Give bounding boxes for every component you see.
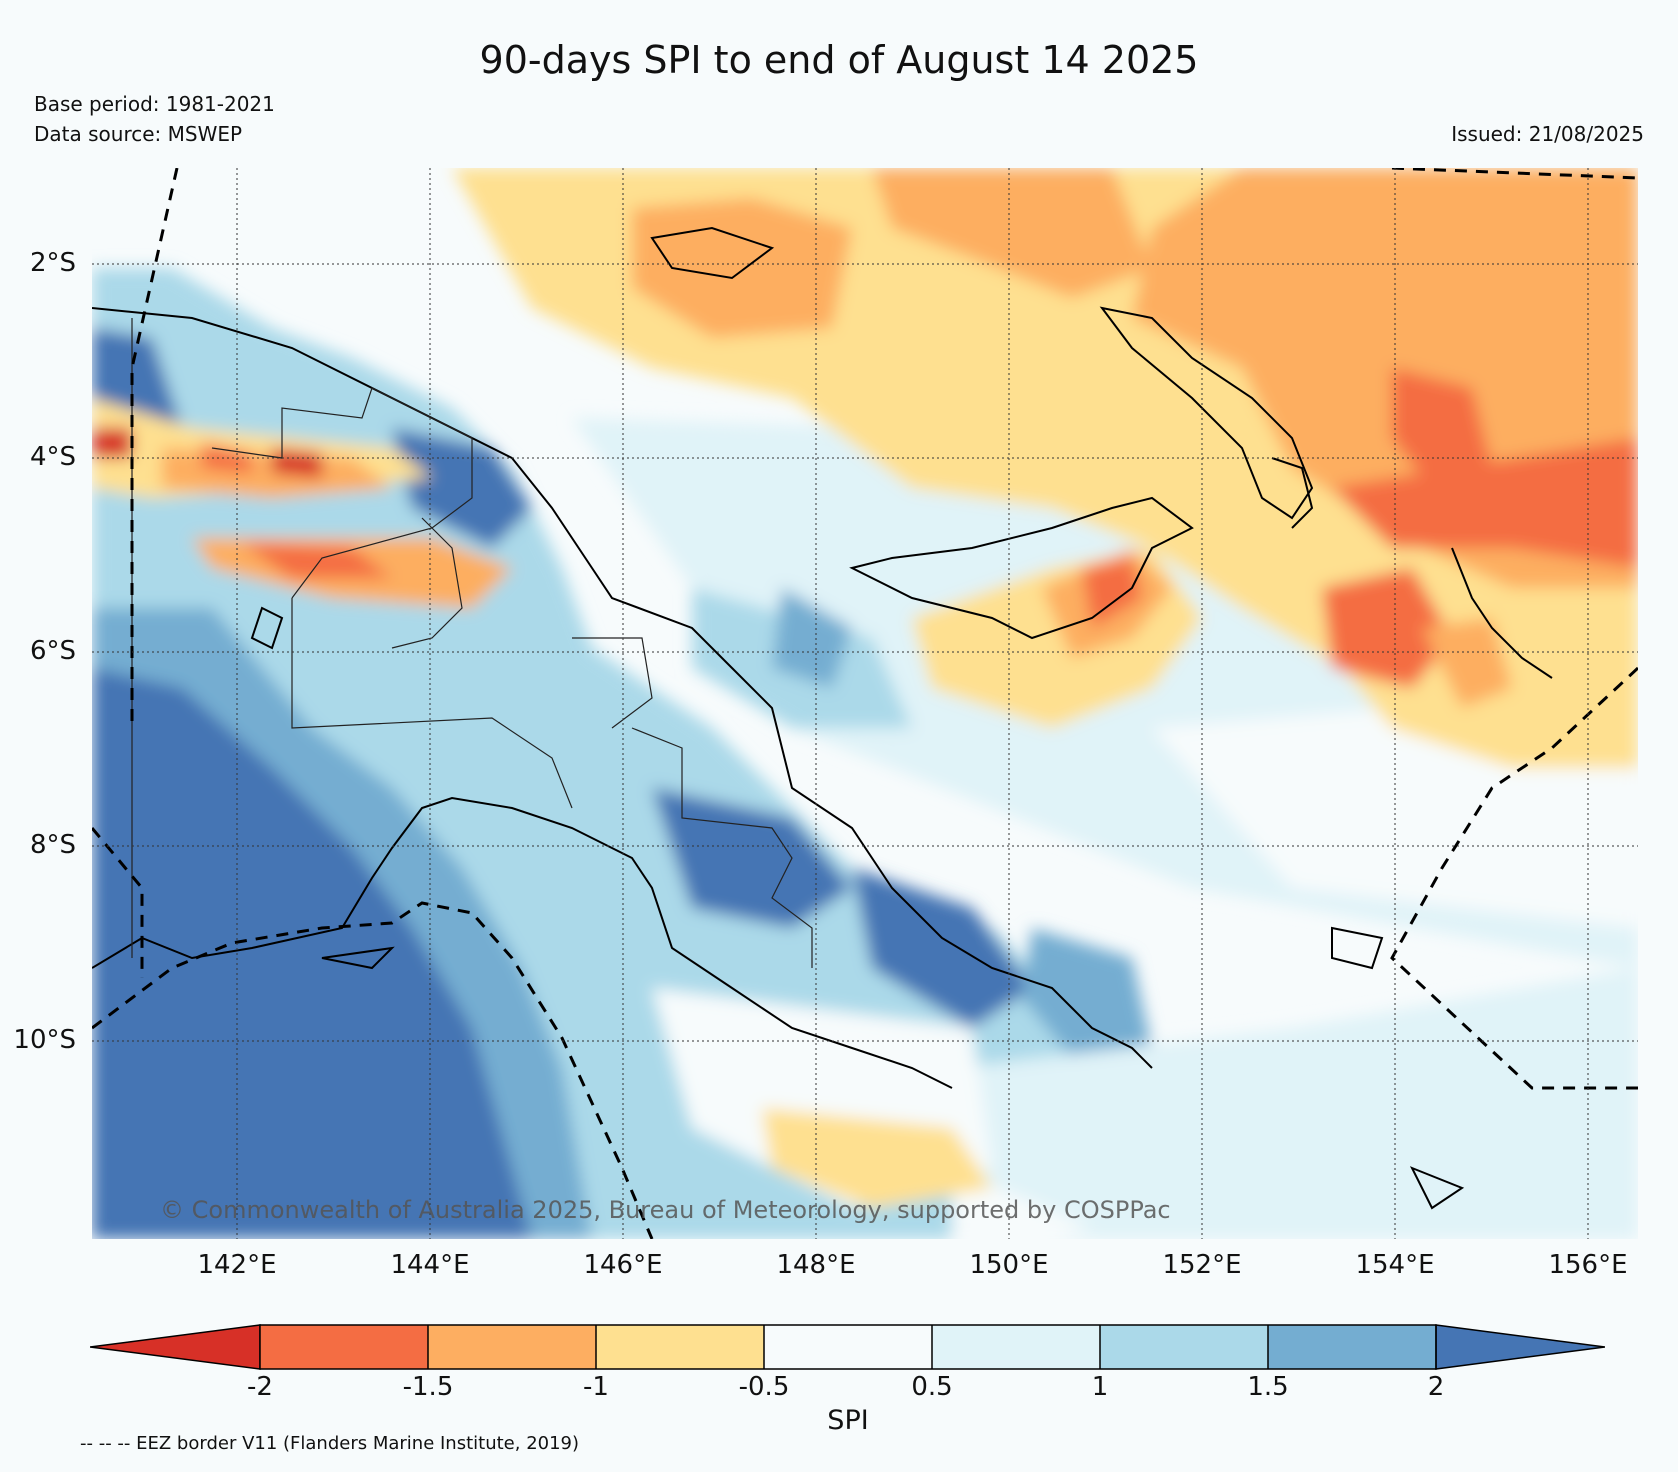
lon-label-152e: 152°E [1162,1250,1242,1280]
colorbar-segment [596,1325,764,1369]
spi-field [92,168,1638,1239]
spi-map: © Commonwealth of Australia 2025, Bureau… [92,168,1638,1239]
lat-label-4s: 4°S [29,442,76,472]
colorbar-extend-high [1435,1324,1605,1370]
eez-note: -- -- -- EEZ border V11 (Flanders Marine… [80,1433,580,1454]
colorbar-label: 1 [1091,1372,1109,1402]
lon-label-154e: 154°E [1355,1250,1435,1280]
colorbar-label: 1.5 [1247,1372,1289,1402]
issued-date: Issued: 21/08/2025 [1451,122,1644,146]
data-source: Data source: MSWEP [34,122,243,146]
colorbar-segment [260,1325,428,1369]
provincial-borders [131,318,813,968]
eez-borders [92,168,1638,1239]
colorbar-title: SPI [827,1405,869,1436]
map-title: 90-days SPI to end of August 14 2025 [479,38,1199,82]
colorbar-label: -0.5 [738,1372,790,1402]
colorbar-label: -2 [247,1372,273,1402]
colorbar-segment [428,1325,596,1369]
lon-label-156e: 156°E [1548,1250,1628,1280]
colorbar-segment [932,1325,1100,1369]
colorbar-extend-low [90,1324,261,1370]
colorbar-segment [1100,1325,1268,1369]
lon-label-142e: 142°E [197,1250,277,1280]
lon-label-144e: 144°E [390,1250,470,1280]
colorbar-segment [764,1325,932,1369]
colorbar-label: 2 [1427,1372,1445,1402]
lat-label-10s: 10°S [13,1025,76,1055]
lon-label-148e: 148°E [776,1250,856,1280]
lat-label-6s: 6°S [29,636,76,666]
colorbar-label: -1.5 [402,1372,454,1402]
lon-label-146e: 146°E [583,1250,663,1280]
lat-label-8s: 8°S [29,830,76,860]
lat-label-2s: 2°S [29,248,76,278]
base-period: Base period: 1981-2021 [34,92,275,116]
lon-label-150e: 150°E [969,1250,1049,1280]
colorbar-label: -1 [583,1372,609,1402]
colorbar-segment [1268,1325,1436,1369]
spi-colorbar [90,1324,1605,1370]
graticule [92,168,1638,1239]
copyright-text: © Commonwealth of Australia 2025, Bureau… [160,1196,1171,1224]
colorbar-label: 0.5 [911,1372,953,1402]
